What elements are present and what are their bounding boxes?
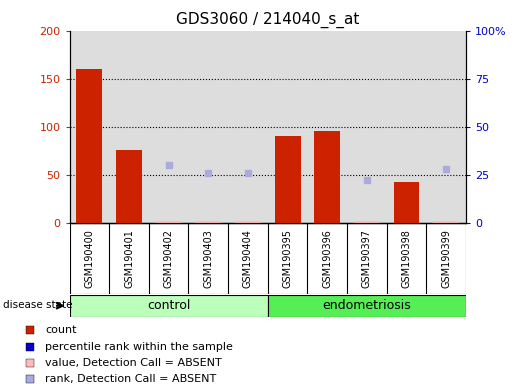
Bar — [76, 69, 102, 223]
Text: GSM190400: GSM190400 — [84, 229, 94, 288]
Text: GSM190404: GSM190404 — [243, 229, 253, 288]
Bar — [156, 221, 182, 223]
Text: GSM190403: GSM190403 — [203, 229, 213, 288]
Text: count: count — [45, 326, 76, 336]
Text: GSM190396: GSM190396 — [322, 229, 332, 288]
Text: disease state: disease state — [4, 300, 73, 310]
Text: rank, Detection Call = ABSENT: rank, Detection Call = ABSENT — [45, 374, 216, 384]
Text: percentile rank within the sample: percentile rank within the sample — [45, 342, 233, 352]
Text: GSM190402: GSM190402 — [164, 229, 174, 288]
Text: GSM190395: GSM190395 — [283, 229, 293, 288]
Bar — [433, 221, 459, 223]
Bar — [235, 221, 261, 223]
Bar — [314, 131, 340, 223]
Bar — [195, 221, 221, 223]
Text: GSM190398: GSM190398 — [402, 229, 411, 288]
Text: endometriosis: endometriosis — [322, 299, 411, 312]
Bar — [393, 182, 420, 223]
Bar — [354, 221, 380, 223]
Bar — [116, 150, 142, 223]
Title: GDS3060 / 214040_s_at: GDS3060 / 214040_s_at — [176, 12, 359, 28]
Text: GSM190399: GSM190399 — [441, 229, 451, 288]
Text: value, Detection Call = ABSENT: value, Detection Call = ABSENT — [45, 358, 221, 368]
Text: GSM190397: GSM190397 — [362, 229, 372, 288]
Bar — [274, 136, 301, 223]
Text: control: control — [147, 299, 191, 312]
Text: GSM190401: GSM190401 — [124, 229, 134, 288]
Bar — [268, 295, 466, 317]
Bar — [70, 295, 268, 317]
